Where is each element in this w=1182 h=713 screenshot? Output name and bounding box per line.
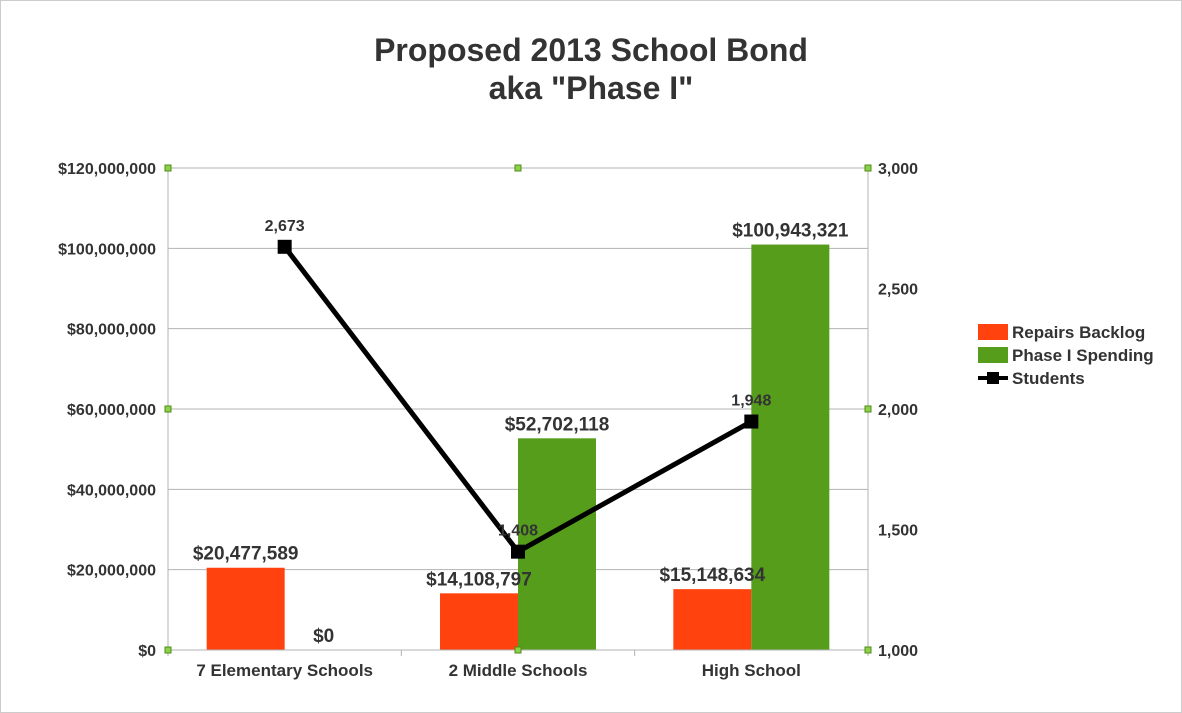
y-right-tick-label: 3,000 xyxy=(878,161,918,178)
legend-label: Phase I Spending xyxy=(1012,346,1154,365)
y-left-tick-label: $60,000,000 xyxy=(67,402,156,419)
bar xyxy=(751,244,830,651)
bar-data-label: $52,702,118 xyxy=(505,414,610,435)
axes: $0 $20,000,000 $40,000,000 $60,000,000 $80,0… xyxy=(58,161,918,680)
data-labels: $20,477,589 $14,108,797 $15,148,634 $0 $52,7… xyxy=(193,218,849,647)
legend: Repairs Backlog Phase I Spending Students xyxy=(978,323,1154,388)
bar-marks xyxy=(206,244,830,651)
selection-handle xyxy=(864,164,872,172)
bar xyxy=(440,593,518,650)
y-left-tick-label: $0 xyxy=(138,643,156,660)
bar-data-label: $20,477,589 xyxy=(193,544,299,565)
y-left-tick-label: $80,000,000 xyxy=(67,322,156,339)
line-data-label: 2,673 xyxy=(265,218,305,235)
line-marks xyxy=(277,239,759,559)
x-category-label: High School xyxy=(702,661,801,680)
y-left-tick-label: $20,000,000 xyxy=(67,563,156,580)
selection-handle xyxy=(164,646,172,654)
selection-handle xyxy=(164,164,172,172)
bar xyxy=(206,567,285,650)
bar-data-label: $100,943,321 xyxy=(732,221,849,242)
selection-handle xyxy=(514,646,522,654)
y-right-tick-label: 1,500 xyxy=(878,523,918,540)
selection-handle xyxy=(514,164,522,172)
line-point xyxy=(277,239,292,254)
bar-data-label: $15,148,634 xyxy=(659,565,765,586)
y-left-tick-label: $120,000,000 xyxy=(58,161,156,178)
x-category-label: 7 Elementary Schools xyxy=(196,661,373,680)
x-category-label: 2 Middle Schools xyxy=(449,661,588,680)
bar-data-label: $0 xyxy=(313,626,334,647)
selection-handle xyxy=(864,646,872,654)
selection-handle xyxy=(864,405,872,413)
chart-title: Proposed 2013 School Bond xyxy=(374,32,808,68)
legend-marker xyxy=(987,372,999,384)
y-right-tick-label: 2,500 xyxy=(878,282,918,299)
bar-data-label: $14,108,797 xyxy=(426,569,532,590)
legend-label: Repairs Backlog xyxy=(1012,323,1145,342)
line-point xyxy=(511,544,525,559)
y-left-tick-label: $40,000,000 xyxy=(67,482,156,499)
line-data-label: 1,948 xyxy=(731,393,771,410)
line-data-label: 1,408 xyxy=(498,523,538,540)
line-point xyxy=(744,414,759,429)
chart-subtitle: aka "Phase I" xyxy=(489,70,694,106)
legend-swatch xyxy=(978,324,1008,340)
legend-swatch xyxy=(978,347,1008,363)
y-left-tick-label: $100,000,000 xyxy=(58,241,156,258)
y-right-tick-label: 2,000 xyxy=(878,402,918,419)
y-right-tick-label: 1,000 xyxy=(878,643,918,660)
selection-handle xyxy=(164,405,172,413)
bar xyxy=(673,589,752,650)
legend-label: Students xyxy=(1012,369,1085,388)
